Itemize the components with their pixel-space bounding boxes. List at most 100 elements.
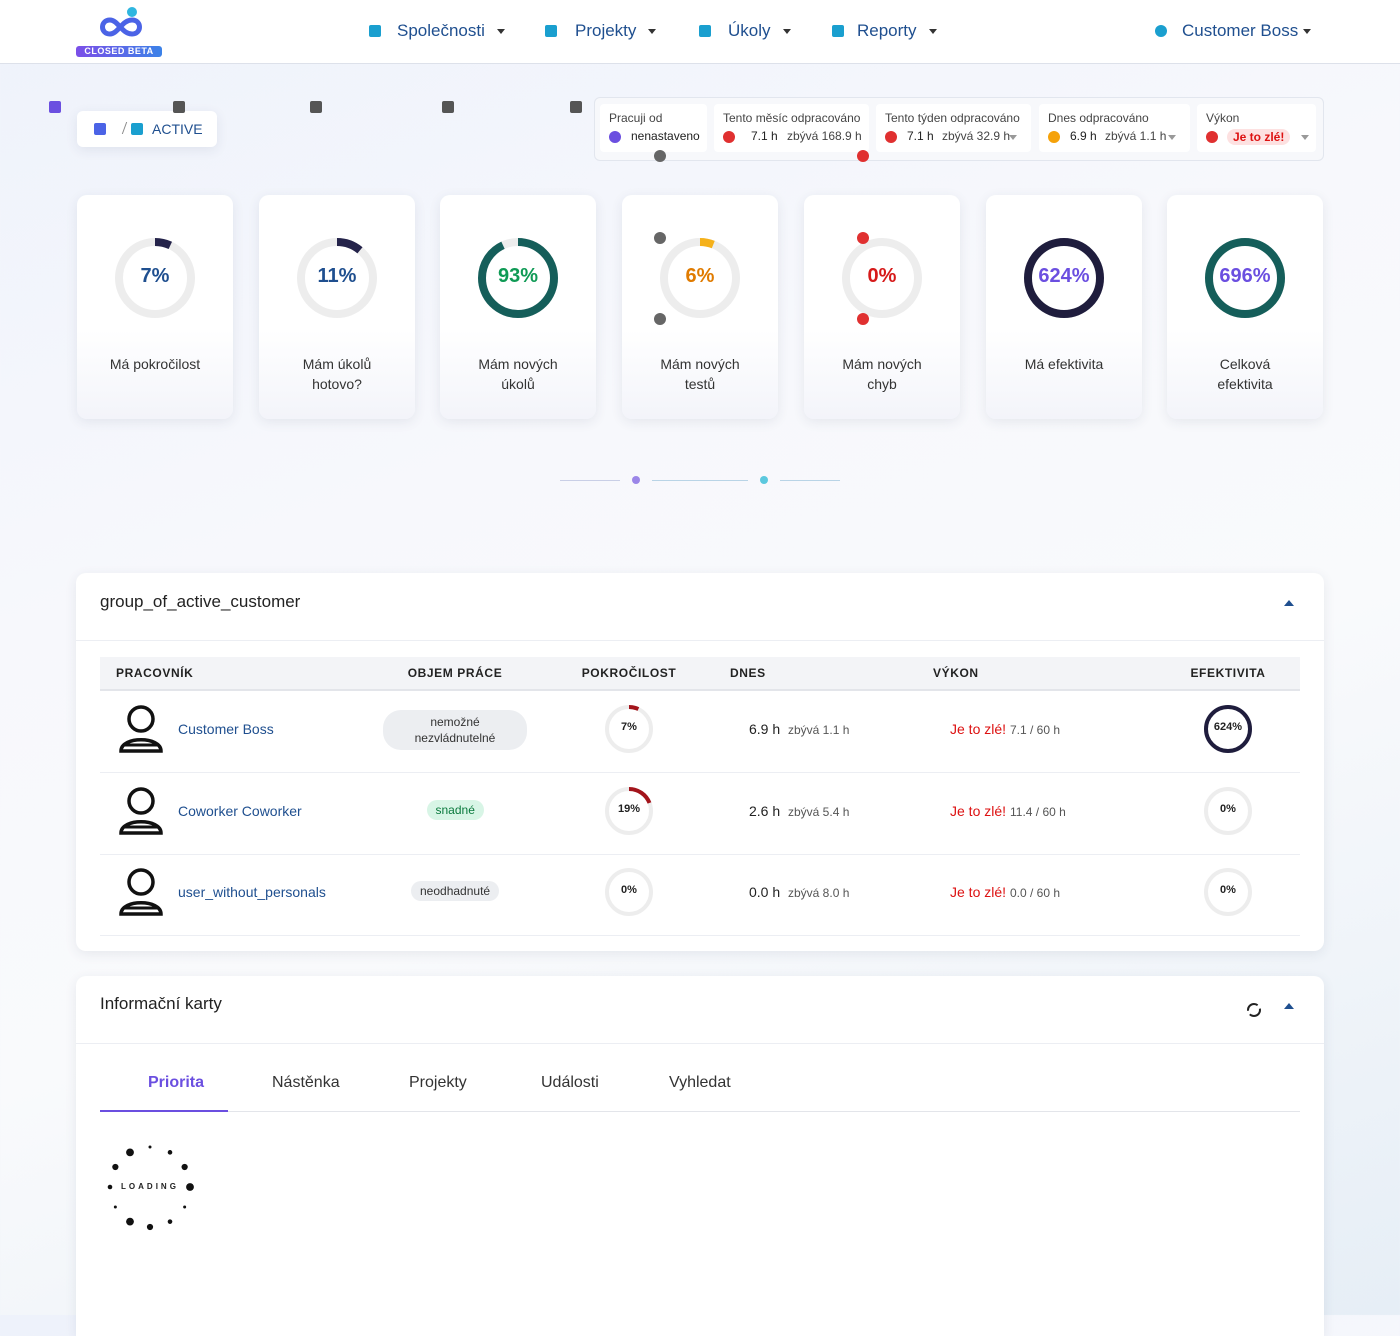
- divider: [76, 1043, 1324, 1044]
- column-header: VÝKON: [933, 666, 979, 680]
- progress-ring: [605, 705, 653, 753]
- skull-icon: [857, 313, 869, 325]
- kpi-ring: [660, 238, 740, 318]
- spinner-dot: [148, 1145, 152, 1149]
- nav-icon: [545, 25, 557, 37]
- loading-text: LOADING: [121, 1182, 179, 1191]
- spinner-dot: [186, 1183, 194, 1191]
- progress-ring: [605, 787, 653, 835]
- user-menu[interactable]: Customer Boss: [1182, 21, 1299, 40]
- stat-icon-shape: [1206, 131, 1218, 143]
- today-hours: 0.0 h: [749, 884, 781, 900]
- stat-icon-shape: [885, 131, 897, 143]
- today-remaining: zbývá 8.0 h: [788, 886, 850, 900]
- caret: [783, 29, 791, 34]
- user-icon: [1155, 25, 1167, 37]
- avatar-body: [119, 738, 163, 753]
- ring-track: [842, 238, 922, 318]
- nav-item[interactable]: Úkoly: [728, 21, 771, 40]
- stat-icon: [1048, 131, 1060, 143]
- tab[interactable]: Priorita: [148, 1074, 205, 1091]
- tab[interactable]: Nástěnka: [272, 1074, 340, 1091]
- tab-icon-shape: [310, 101, 322, 113]
- stat-value: 7.1 h: [907, 129, 934, 143]
- skull-icon: [857, 150, 869, 162]
- divider: [76, 640, 1324, 641]
- pager-dot[interactable]: [632, 476, 640, 484]
- active-tab-underline: [100, 1110, 228, 1112]
- caret: [929, 29, 937, 34]
- avatar-head: [127, 868, 155, 896]
- logo-dot: [127, 7, 137, 17]
- breadcrumb-page[interactable]: ACTIVE: [152, 121, 203, 137]
- avatar: [119, 868, 163, 916]
- kpi-ring: [478, 238, 558, 318]
- nav-item[interactable]: Společnosti: [397, 21, 485, 40]
- tab-icon-shape: [570, 101, 582, 113]
- kpi-ring: [842, 238, 922, 318]
- stat-label: Pracuji od: [609, 111, 663, 125]
- kpi-ring: [1024, 238, 1104, 318]
- efficiency-ring: [1204, 705, 1252, 753]
- tabs-line: [100, 1111, 1300, 1112]
- stat-value: Je to zlé!: [1227, 129, 1291, 145]
- spinner-dot: [113, 1205, 117, 1209]
- spinner-dot: [167, 1219, 173, 1224]
- table-header: [100, 657, 1300, 691]
- logo-badge: CLOSED BETA: [76, 46, 162, 57]
- row-divider: [100, 772, 1300, 773]
- caret-shape: [1009, 135, 1017, 140]
- kpi-card: 11% Mám úkolů hotovo?: [259, 195, 415, 419]
- stat-remaining: zbývá 1.1 h: [1105, 129, 1167, 143]
- column-header: OBJEM PRÁCE: [407, 666, 503, 680]
- tab[interactable]: Události: [541, 1074, 599, 1091]
- stat-value: nenastaveno: [631, 129, 700, 143]
- avatar-body: [119, 820, 163, 835]
- kpi-caption: Mám úkolů hotovo?: [302, 356, 372, 392]
- performance: Je to zlé!: [950, 884, 1007, 900]
- stat-remaining: zbývá 168.9 h: [787, 129, 862, 143]
- caret-up: [1284, 1003, 1294, 1009]
- kpi-ring: [297, 238, 377, 318]
- doc-icon-shape: [131, 123, 143, 135]
- progress-value: 7%: [621, 721, 637, 733]
- tab-icon-shape: [173, 101, 185, 113]
- ring-track: [605, 868, 653, 916]
- avatar-head: [127, 705, 155, 733]
- spinner-dot: [126, 1148, 134, 1157]
- column-header: PRACOVNÍK: [116, 666, 194, 680]
- progress-ring: [605, 868, 653, 916]
- home-icon-shape: [94, 123, 106, 135]
- ring-track: [1204, 868, 1252, 916]
- tab-icon: [310, 101, 322, 113]
- worker-name[interactable]: Coworker Coworker: [178, 803, 302, 819]
- stat-label: Dnes odpracováno: [1048, 111, 1149, 125]
- efficiency-ring: [1204, 868, 1252, 916]
- stat-icon-shape: [609, 131, 621, 143]
- workload-badge: neodhadnuté: [411, 881, 500, 901]
- tab[interactable]: Vyhledat: [669, 1074, 731, 1091]
- efficiency-ring: [1204, 787, 1252, 835]
- stat-label: Výkon: [1206, 111, 1240, 125]
- kpi-card: 624% Má efektivita: [986, 195, 1142, 419]
- nav-item[interactable]: Reporty: [857, 21, 917, 40]
- skull-icon-shape: [857, 150, 869, 162]
- today-hours: 6.9 h: [749, 721, 781, 737]
- caret-shape: [648, 29, 656, 34]
- wrench-icon: [654, 232, 666, 244]
- ring-arc: [605, 787, 653, 835]
- stat-icon: [723, 131, 735, 143]
- ring-arc: [1204, 705, 1252, 753]
- row-divider: [100, 854, 1300, 855]
- tab[interactable]: Projekty: [409, 1074, 467, 1091]
- nav-item[interactable]: Projekty: [575, 21, 637, 40]
- pager-dot[interactable]: [760, 476, 768, 484]
- worker-name[interactable]: user_without_personals: [178, 884, 326, 900]
- caret-up: [1284, 600, 1294, 606]
- kpi-card: 93% Mám nových úkolů: [440, 195, 596, 419]
- stat-remaining: zbývá 32.9 h: [942, 129, 1011, 143]
- caret: [648, 29, 656, 34]
- worker-name[interactable]: Customer Boss: [178, 721, 274, 737]
- kpi-caption: Má pokročilost: [109, 356, 201, 372]
- kpi-card: 0% Mám nových chyb: [804, 195, 960, 419]
